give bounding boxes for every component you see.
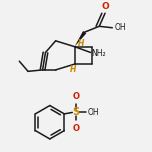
Text: OH: OH [87, 108, 99, 117]
Text: H: H [78, 38, 84, 48]
Text: O: O [102, 2, 110, 11]
Text: H: H [70, 65, 76, 74]
Text: O: O [73, 124, 79, 133]
Text: S: S [72, 107, 79, 117]
Text: O: O [73, 92, 79, 101]
Text: OH: OH [114, 23, 126, 32]
Text: NH₂: NH₂ [91, 49, 106, 58]
Polygon shape [74, 31, 86, 47]
